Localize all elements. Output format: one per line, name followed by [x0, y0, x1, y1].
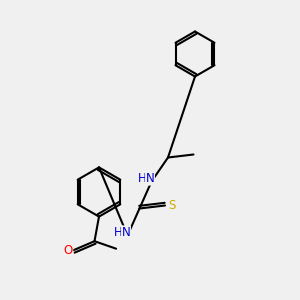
- Text: N: N: [146, 172, 154, 185]
- Text: O: O: [64, 244, 73, 257]
- Text: H: H: [137, 172, 146, 185]
- Text: H: H: [113, 226, 122, 239]
- Text: N: N: [122, 226, 130, 239]
- Text: S: S: [168, 199, 175, 212]
